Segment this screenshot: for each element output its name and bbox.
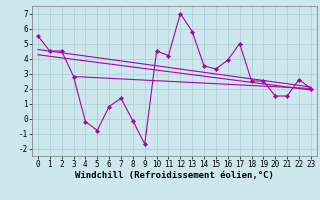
X-axis label: Windchill (Refroidissement éolien,°C): Windchill (Refroidissement éolien,°C) [75,171,274,180]
